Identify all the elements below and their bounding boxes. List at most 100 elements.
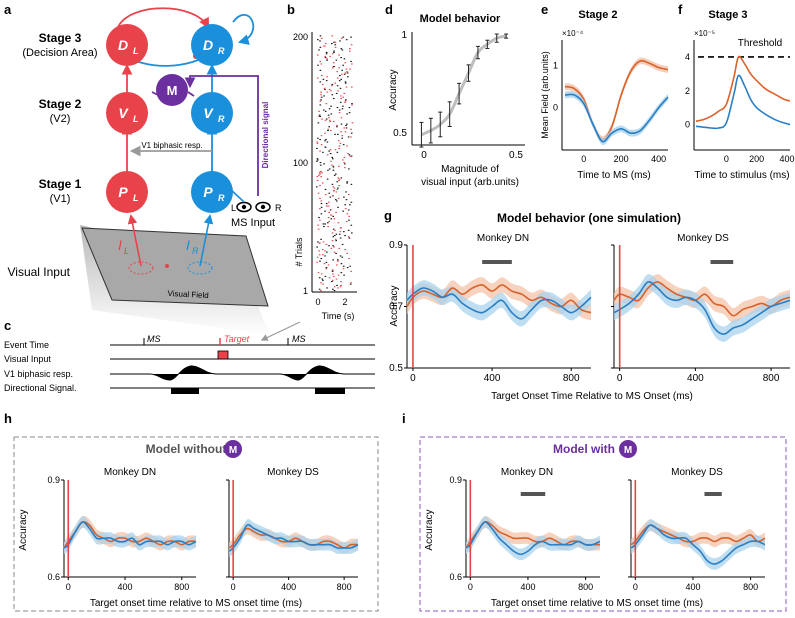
raster-ms-dot <box>326 251 328 253</box>
i-x-tick: 0 <box>468 582 473 592</box>
directional-label: Directional signal <box>261 102 270 169</box>
raster-target-dot <box>329 119 331 121</box>
raster-target-dot <box>331 240 334 242</box>
raster-target-dot <box>349 68 351 70</box>
raster-ms-dot <box>347 209 350 211</box>
stage2-title: Stage 2 <box>39 97 82 111</box>
raster-target-dot <box>325 243 328 245</box>
raster-ms-dot <box>331 183 334 185</box>
raster-target-dot <box>338 140 340 142</box>
raster-target-dot <box>332 269 334 271</box>
raster-target-dot <box>350 128 352 130</box>
raster-ms-dot <box>320 238 322 240</box>
raster-target-dot <box>320 273 323 275</box>
raster-target-dot <box>318 110 320 112</box>
raster-ms-dot <box>337 187 339 189</box>
raster-target-dot <box>351 63 353 65</box>
node-m <box>156 74 188 106</box>
raster-target-dot <box>320 135 323 137</box>
raster-ms-dot <box>319 139 321 141</box>
raster-ms-dot <box>328 192 331 194</box>
raster-ms-dot <box>350 60 352 62</box>
raster-target-dot <box>319 197 321 199</box>
directional-signal-path <box>184 75 259 196</box>
raster-ms-dot <box>349 265 351 267</box>
raster-ms-dot <box>332 228 335 230</box>
raster-target-dot <box>343 162 345 164</box>
raster-target-dot <box>317 192 320 194</box>
raster-ms-dot <box>329 196 332 198</box>
e-line-orange <box>564 59 669 141</box>
h-y-tick: 0.9 <box>47 475 60 485</box>
raster-target-dot <box>332 67 334 69</box>
raster-ms-dot <box>316 158 319 160</box>
raster-target-dot <box>338 247 341 249</box>
raster-ms-dot <box>350 155 353 157</box>
i-x-tick: 800 <box>578 582 593 592</box>
node-p-l <box>106 171 148 213</box>
raster-target-dot <box>346 252 348 254</box>
raster-target-dot <box>317 54 319 56</box>
panel-label-a: a <box>4 2 12 17</box>
raster-ms-dot <box>335 59 338 61</box>
ms-to-p-r-arrow <box>210 170 245 203</box>
g-x-tick: 800 <box>763 373 780 384</box>
panel-label-c: c <box>4 318 11 333</box>
h-dashed-frame <box>13 436 379 612</box>
raster-target-dot <box>347 153 349 155</box>
raster-ms-dot <box>324 275 327 277</box>
raster-target-dot <box>334 41 337 43</box>
raster-ms-dot <box>328 168 331 170</box>
raster-ms-dot <box>323 226 325 228</box>
i-plot-marks: 0.6 0.9 0 400 800 0 400 800 <box>449 475 766 592</box>
raster-ms-dot <box>332 245 334 247</box>
e-y-ticks: 0 1 <box>553 60 558 112</box>
raster-ms-dot <box>351 103 353 105</box>
raster-target-dot <box>344 131 347 133</box>
raster-ms-dot <box>318 114 321 116</box>
raster-target-dot <box>340 95 342 97</box>
raster-y-tick-1: 1 <box>303 286 308 296</box>
g-band-blue <box>407 280 591 327</box>
raster-target-dot <box>316 256 319 258</box>
g-x-tick: 800 <box>563 373 580 384</box>
raster-ms-dot <box>331 83 334 85</box>
node-v-l <box>106 92 148 134</box>
stage2-sub: (V2) <box>50 113 71 125</box>
raster-target-dot <box>350 282 352 284</box>
raster-target-dot <box>338 112 341 114</box>
directional-pulse-1 <box>171 388 199 394</box>
raster-target-dot <box>350 136 352 138</box>
raster-target-dot <box>321 172 323 174</box>
raster-ms-dot <box>319 164 322 166</box>
raster-target-dot <box>316 261 318 263</box>
raster-target-dot <box>322 254 324 256</box>
input-l-arrow <box>127 214 142 267</box>
raster-target-dot <box>349 155 352 157</box>
raster-ms-dot <box>340 263 343 265</box>
raster-ms-dot <box>339 75 341 77</box>
raster-target-dot <box>346 71 348 73</box>
raster-target-dot <box>335 238 337 240</box>
raster-ms-dot <box>320 258 323 260</box>
d-r-self-loop <box>232 14 255 45</box>
raster-target-dot <box>342 268 345 270</box>
f-y-tick-2: 2 <box>685 86 690 96</box>
raster-target-dot <box>345 220 348 222</box>
raster-target-dot <box>329 55 331 57</box>
h-plot-marks: 0.6 0.9 0 400 800 0 400 800 <box>47 475 359 592</box>
i-x-tick: 0 <box>633 582 638 592</box>
visual-input-pulse <box>217 350 229 360</box>
raster-target-dot <box>338 145 341 147</box>
stage1-title: Stage 1 <box>39 177 82 191</box>
raster-ms-dot <box>331 94 334 96</box>
raster-ms-dot <box>348 154 351 156</box>
raster-target-dot <box>337 274 340 276</box>
raster-target-dot <box>340 227 342 229</box>
raster-ms-dot <box>351 232 353 234</box>
raster-target-dot <box>328 211 330 213</box>
panel-h: h Model without M Monkey DN Monkey DS Ac… <box>4 411 379 612</box>
raster-target-dot <box>336 77 339 79</box>
raster-ms-dot <box>342 36 345 38</box>
raster-target-dot <box>320 63 323 65</box>
